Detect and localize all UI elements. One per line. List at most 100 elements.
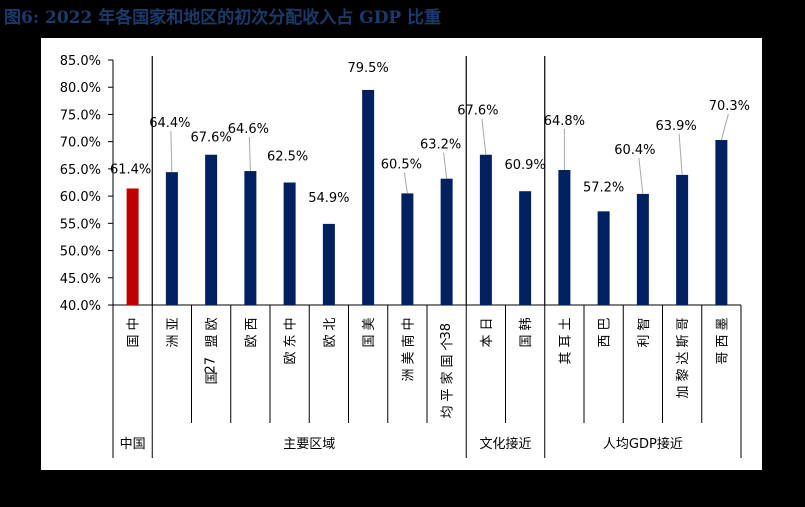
category-label: 其 — [558, 351, 573, 364]
data-label: 67.6% — [190, 131, 231, 146]
category-label: 中 — [284, 317, 299, 330]
y-tick-label: 55.0% — [60, 217, 101, 232]
y-tick-label: 80.0% — [60, 81, 101, 96]
bar-11 — [558, 169, 571, 305]
leader-line — [170, 131, 173, 173]
category-label: 北 — [323, 317, 338, 330]
category-label: 西 — [715, 334, 730, 347]
category-label: 27 — [204, 357, 219, 374]
category-label: 国 — [362, 334, 377, 347]
category-label: 美 — [401, 351, 416, 364]
category-label: 南 — [400, 334, 416, 347]
bar-5 — [322, 223, 335, 305]
bar-3 — [244, 171, 257, 305]
category-label: 盟 — [205, 334, 220, 347]
data-label: 60.5% — [381, 157, 422, 172]
data-label: 57.2% — [583, 180, 624, 195]
category-label: 耳 — [558, 334, 573, 347]
data-label: 60.9% — [504, 158, 545, 173]
bar-14 — [676, 174, 689, 305]
leader-line — [720, 113, 729, 141]
leader-line — [678, 133, 683, 175]
category-label: 国 — [441, 354, 456, 367]
leader-line — [481, 118, 487, 155]
category-label: 亚 — [166, 317, 181, 330]
category-label: 斯 — [676, 334, 691, 347]
category-label: 黎 — [676, 368, 691, 381]
data-label: 54.9% — [308, 191, 349, 206]
bar-8 — [440, 178, 453, 305]
y-tick-label: 40.0% — [60, 299, 101, 314]
y-tick-label: 70.0% — [60, 136, 101, 151]
bar-1 — [165, 172, 178, 305]
category-label: 巴 — [598, 317, 613, 330]
category-label: 平 — [441, 388, 456, 401]
figure-title: 图6: 2022 年各国家和地区的初次分配收入占 GDP 比重 — [4, 8, 442, 28]
y-tick-label: 85.0% — [60, 54, 101, 69]
category-label: 个 — [441, 337, 456, 350]
bar-10 — [519, 191, 532, 305]
y-tick-label: 75.0% — [60, 108, 101, 123]
bar-chart: 40.0% 45.0% 50.0% 55.0% 60.0% 65.0% 70.0% 75.0%… — [60, 54, 750, 458]
category-label: 利 — [637, 334, 652, 347]
data-label: 63.2% — [420, 138, 461, 153]
bar-4 — [283, 182, 296, 305]
data-label: 60.4% — [614, 143, 655, 158]
category-label: 本 — [480, 334, 495, 347]
category-label: 西 — [244, 317, 259, 330]
bar-2 — [205, 154, 218, 305]
y-tick-label: 65.0% — [60, 163, 101, 178]
category-label: 国 — [205, 371, 220, 384]
category-label: 东 — [284, 334, 299, 347]
category-label: 欧 — [323, 334, 338, 347]
bar-0 — [126, 188, 139, 305]
bar-15 — [715, 140, 728, 305]
category-label: 达 — [676, 351, 691, 364]
group-label: 中国 — [120, 437, 146, 452]
category-label: 中 — [127, 317, 142, 330]
category-label: 西 — [598, 334, 613, 347]
category-label: 家 — [440, 371, 456, 384]
category-label: 韩 — [519, 317, 534, 330]
category-label: 美 — [362, 317, 377, 330]
bar-12 — [597, 211, 610, 305]
leader-line — [638, 157, 644, 194]
data-label: 67.6% — [457, 104, 498, 119]
bar-9 — [479, 154, 492, 305]
bar-13 — [636, 193, 649, 305]
data-label: 64.4% — [149, 116, 190, 131]
category-label: 均 — [441, 405, 456, 418]
category-label: 欧 — [284, 351, 299, 364]
category-label: 洲 — [401, 368, 416, 381]
category-label: 38 — [439, 323, 454, 340]
category-label: 土 — [558, 317, 573, 330]
data-label: 64.8% — [544, 114, 585, 129]
y-tick-label: 50.0% — [60, 245, 101, 260]
category-label: 加 — [676, 385, 691, 398]
y-tick-label: 60.0% — [60, 190, 101, 205]
category-label: 欧 — [244, 334, 259, 347]
bar-7 — [401, 193, 414, 305]
chart-panel: 40.0% 45.0% 50.0% 55.0% 60.0% 65.0% 70.0% 75.0%… — [41, 38, 762, 470]
data-label: 63.9% — [655, 119, 696, 134]
data-label: 64.6% — [228, 122, 269, 137]
data-label: 62.5% — [267, 150, 308, 165]
category-label: 哥 — [676, 317, 691, 330]
category-label: 中 — [401, 317, 416, 330]
data-label: 79.5% — [347, 61, 388, 76]
group-label: 人均GDP接近 — [603, 436, 683, 452]
bar-6 — [362, 89, 375, 305]
data-label: 61.4% — [110, 162, 151, 177]
category-label: 国 — [127, 334, 142, 347]
category-label: 哥 — [715, 351, 730, 364]
category-label: 欧 — [205, 317, 220, 330]
leader-line — [248, 137, 251, 172]
y-tick-label: 45.0% — [60, 272, 101, 287]
data-label: 70.3% — [709, 99, 750, 114]
category-label: 国 — [519, 334, 534, 347]
leader-line — [403, 172, 408, 194]
group-label: 文化接近 — [479, 436, 531, 452]
leader-line — [443, 152, 448, 179]
category-label: 日 — [480, 317, 495, 330]
category-label: 墨 — [715, 317, 730, 330]
